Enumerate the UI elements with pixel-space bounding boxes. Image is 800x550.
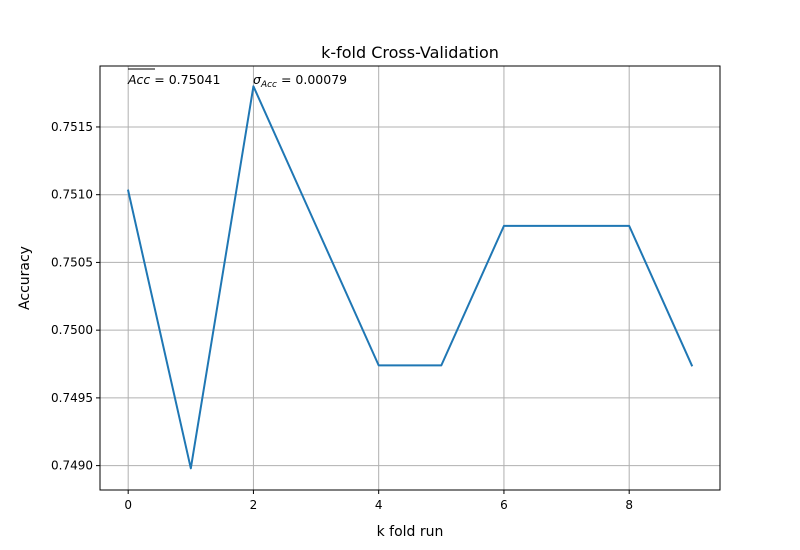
x-tick-label: 6 [500,498,508,512]
std-subscript: Acc [260,80,277,90]
y-tick-label: 0.7505 [51,255,93,269]
std-annotation: σAcc = 0.00079 [253,72,347,90]
std-value: = 0.00079 [277,72,347,87]
x-axis-label: k fold run [377,524,444,540]
mean-value: = 0.75041 [150,72,220,87]
series-line [126,85,694,470]
y-tick-label: 0.7510 [51,188,93,202]
std-symbol: σ [253,72,262,87]
ticks: 0 2 4 6 8 0.7490 0.7495 0.7500 0.7505 0.7510 0.751… [51,120,633,512]
chart-title: k-fold Cross-Validation [321,43,499,62]
mean-annotation: Acc = 0.75041 [127,68,220,87]
y-tick-label: 0.7490 [51,459,93,473]
svg-text:σAcc = 0.00079: σAcc = 0.00079 [253,72,347,90]
y-tick-label: 0.7495 [51,391,93,405]
series-layer [126,85,694,470]
y-axis-label: Accuracy [17,246,33,310]
x-tick-label: 8 [625,498,633,512]
y-tick-label: 0.7500 [51,323,93,337]
svg-text:Acc = 0.75041: Acc = 0.75041 [127,72,220,87]
mean-symbol: Acc [127,72,150,87]
y-tick-label: 0.7515 [51,120,93,134]
x-tick-label: 2 [250,498,258,512]
x-tick-label: 0 [124,498,132,512]
plot-frame [99,65,721,491]
x-tick-label: 4 [375,498,383,512]
